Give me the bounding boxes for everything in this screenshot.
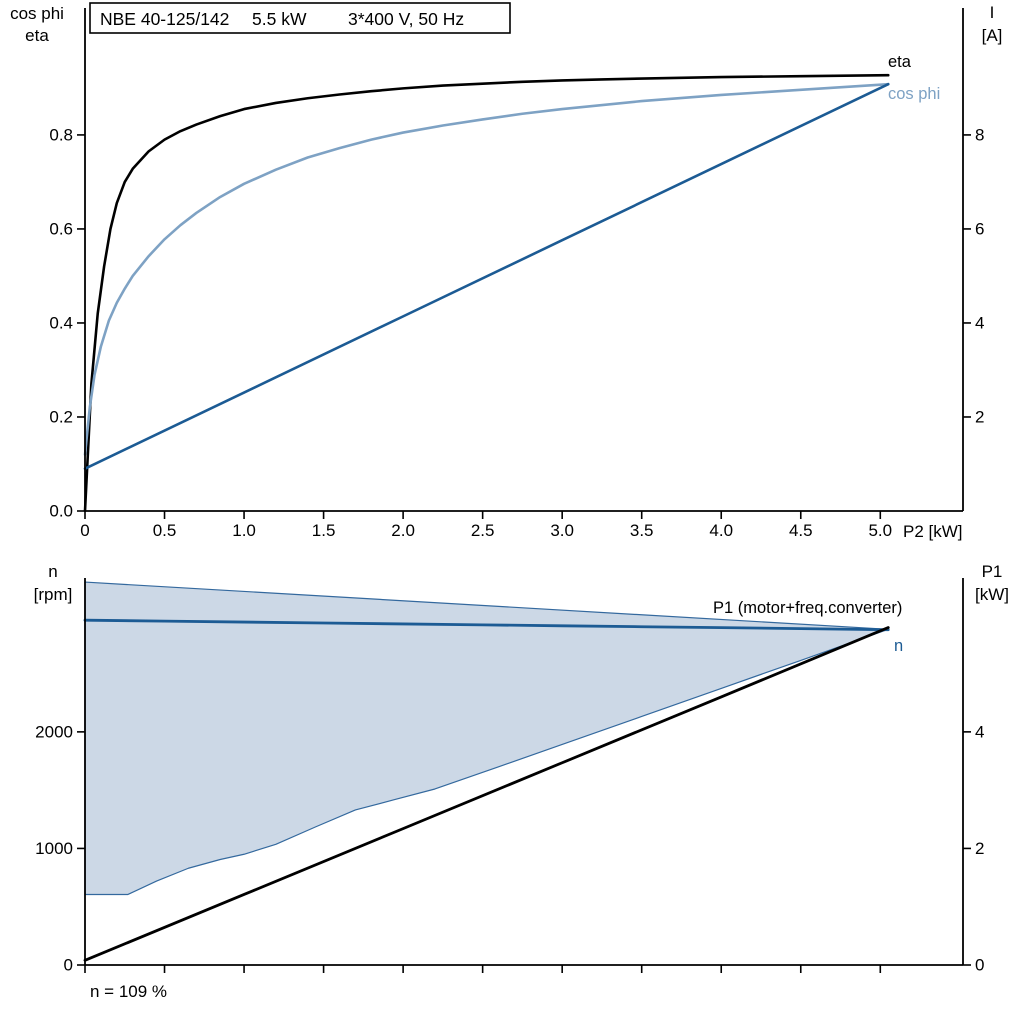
- p1-curve-label: P1 (motor+freq.converter): [713, 599, 902, 617]
- chart-title-voltage: 3*400 V, 50 Hz: [348, 9, 464, 29]
- right-tick-label: 8: [975, 125, 984, 144]
- bottom-right-axis-label-line2: [kW]: [975, 585, 1009, 604]
- bottom-chart-layer: 0 1000 2000 0 2 4: [35, 578, 984, 975]
- top-x-axis-unit-label: P2 [kW]: [903, 522, 963, 541]
- x-tick-label: 4.0: [709, 521, 733, 540]
- left-tick-label: 0: [64, 956, 73, 975]
- x-tick-label: 3.5: [630, 521, 654, 540]
- top-right-axis-label-line1: I: [990, 3, 995, 22]
- chart-title-box: [89, 2, 511, 34]
- right-tick-label: 4: [975, 313, 984, 332]
- x-tick-label: 1.5: [312, 521, 336, 540]
- left-tick-label: 0.8: [49, 125, 73, 144]
- eta-curve: [83, 73, 890, 513]
- left-tick-label: 0.4: [49, 313, 73, 332]
- x-tick-label: 5.0: [868, 521, 892, 540]
- left-tick-label: 2000: [35, 722, 73, 741]
- right-tick-label: 2: [975, 407, 984, 426]
- top-chart-layer: 0 0.5 1.0 1.5 2.0 2.5 3.0 3.5 4.0 4.5 5.0 0.0 0.2 0.4…: [49, 8, 984, 540]
- right-tick-label: 2: [975, 839, 984, 858]
- x-tick-label: 0.5: [153, 521, 177, 540]
- top-left-axis-label-line1: cos phi: [10, 4, 64, 23]
- cos-phi-curve-label: cos phi: [888, 85, 940, 103]
- bottom-left-axis-label-line1: n: [48, 562, 57, 581]
- bottom-right-axis-label-line1: P1: [982, 562, 1003, 581]
- x-tick-label: 3.0: [550, 521, 574, 540]
- chart-title-power: 5.5 kW: [252, 9, 307, 29]
- cos-phi-curve: [83, 82, 890, 456]
- top-left-axis-label-line2: eta: [25, 26, 49, 45]
- speed-percent-note: n = 109 %: [90, 982, 167, 1001]
- right-tick-label: 6: [975, 219, 984, 238]
- left-tick-label: 0.6: [49, 219, 73, 238]
- x-tick-label: 0: [80, 521, 89, 540]
- x-tick-label: 1.0: [232, 521, 256, 540]
- n-curve-label: n: [894, 637, 903, 655]
- current-curve: [83, 82, 890, 470]
- top-right-axis-label-line2: [A]: [982, 26, 1003, 45]
- x-tick-label: 2.5: [471, 521, 495, 540]
- p1-curve: [83, 626, 890, 962]
- x-tick-label: 2.0: [391, 521, 415, 540]
- operating-range-area: [84, 581, 889, 896]
- left-tick-label: 0.0: [49, 502, 73, 521]
- right-tick-label: 4: [975, 722, 984, 741]
- right-tick-label: 0: [975, 956, 984, 975]
- x-tick-label: 4.5: [789, 521, 813, 540]
- chart-title-model: NBE 40-125/142: [100, 9, 229, 29]
- eta-curve-label: eta: [888, 53, 912, 71]
- left-tick-label: 1000: [35, 839, 73, 858]
- left-tick-label: 0.2: [49, 407, 73, 426]
- speed-curve: [83, 618, 890, 632]
- bottom-left-axis-label-line2: [rpm]: [34, 585, 73, 604]
